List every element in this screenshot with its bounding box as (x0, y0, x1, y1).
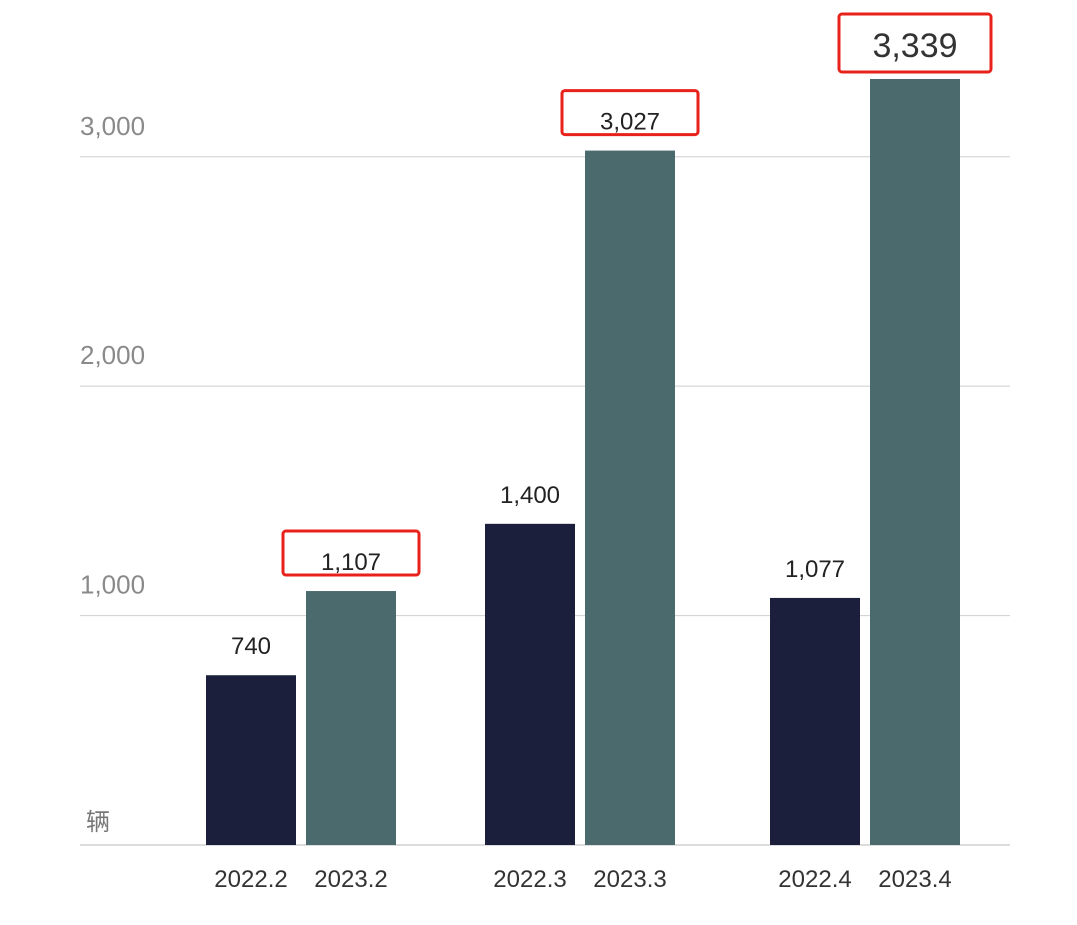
highlight-box (837, 12, 993, 74)
bars (206, 79, 960, 845)
data-label: 1,107 (321, 549, 381, 576)
x-tick-label: 2022.4 (778, 866, 851, 893)
data-label: 740 (231, 633, 271, 660)
y-axis-unit-label: 辆 (86, 809, 110, 836)
highlight-box (560, 89, 700, 137)
x-axis-ticks: 2022.2 2023.2 2022.3 2023.3 2022.4 2023.4 (214, 866, 951, 893)
x-tick-label: 2023.2 (314, 866, 387, 893)
data-label: 3,339 (872, 27, 957, 65)
y-tick-label: 2,000 (80, 340, 145, 370)
bar-2022.4 (770, 597, 860, 845)
data-labels: 740 1,107 1,400 3,027 1,077 3,339 (231, 12, 993, 660)
bar-2022.2 (206, 675, 296, 845)
data-label: 1,077 (785, 556, 845, 583)
bar-2022.3 (485, 523, 575, 845)
y-axis-ticks: 1,000 2,000 3,000 (80, 111, 145, 600)
bar-2023.2 (306, 591, 396, 845)
data-label: 1,400 (500, 482, 560, 509)
x-tick-label: 2023.3 (593, 866, 666, 893)
y-tick-label: 3,000 (80, 111, 145, 141)
bar-2023.4 (870, 79, 960, 845)
data-label: 3,027 (600, 109, 660, 136)
highlight-box (281, 529, 421, 577)
y-tick-label: 1,000 (80, 570, 145, 600)
x-tick-label: 2022.2 (214, 866, 287, 893)
x-tick-label: 2023.4 (878, 866, 951, 893)
bar-2023.3 (585, 150, 675, 845)
x-tick-label: 2022.3 (493, 866, 566, 893)
